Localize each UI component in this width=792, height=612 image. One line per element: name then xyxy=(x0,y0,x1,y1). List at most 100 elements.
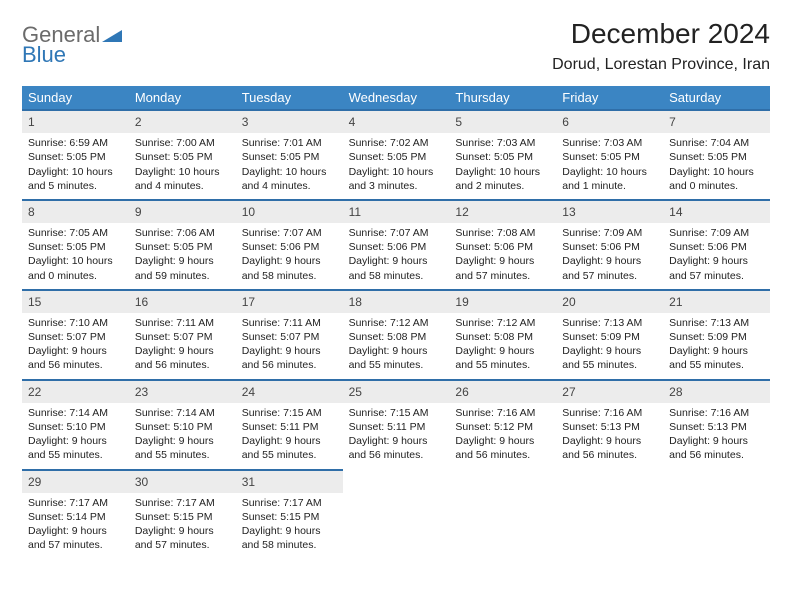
calendar-cell xyxy=(343,469,450,559)
calendar: SundayMondayTuesdayWednesdayThursdayFrid… xyxy=(22,86,770,558)
date-number: 12 xyxy=(449,199,556,223)
sunrise-line: Sunrise: 7:15 AM xyxy=(349,406,444,420)
cell-body: Sunrise: 7:16 AMSunset: 5:13 PMDaylight:… xyxy=(663,403,770,469)
sunset-line: Sunset: 5:07 PM xyxy=(242,330,337,344)
cell-body: Sunrise: 7:15 AMSunset: 5:11 PMDaylight:… xyxy=(343,403,450,469)
day-header: Wednesday xyxy=(343,86,450,109)
date-number: 27 xyxy=(556,379,663,403)
logo-word-2: Blue xyxy=(22,42,66,67)
cell-body: Sunrise: 7:11 AMSunset: 5:07 PMDaylight:… xyxy=(129,313,236,379)
daylight-line: Daylight: 10 hours and 4 minutes. xyxy=(135,165,230,193)
calendar-cell: 3Sunrise: 7:01 AMSunset: 5:05 PMDaylight… xyxy=(236,109,343,199)
sunset-line: Sunset: 5:12 PM xyxy=(455,420,550,434)
daylight-line: Daylight: 9 hours and 56 minutes. xyxy=(135,344,230,372)
daylight-line: Daylight: 9 hours and 58 minutes. xyxy=(242,524,337,552)
calendar-week: 1Sunrise: 6:59 AMSunset: 5:05 PMDaylight… xyxy=(22,109,770,199)
sunrise-line: Sunrise: 7:13 AM xyxy=(669,316,764,330)
sunrise-line: Sunrise: 7:01 AM xyxy=(242,136,337,150)
logo: General Blue xyxy=(22,18,122,66)
daylight-line: Daylight: 9 hours and 57 minutes. xyxy=(28,524,123,552)
sunrise-line: Sunrise: 7:17 AM xyxy=(28,496,123,510)
cell-body: Sunrise: 7:09 AMSunset: 5:06 PMDaylight:… xyxy=(556,223,663,289)
sunset-line: Sunset: 5:06 PM xyxy=(242,240,337,254)
day-headers-row: SundayMondayTuesdayWednesdayThursdayFrid… xyxy=(22,86,770,109)
date-number: 2 xyxy=(129,109,236,133)
logo-triangle-icon xyxy=(102,24,122,46)
cell-body: Sunrise: 7:07 AMSunset: 5:06 PMDaylight:… xyxy=(343,223,450,289)
daylight-line: Daylight: 9 hours and 58 minutes. xyxy=(349,254,444,282)
daylight-line: Daylight: 9 hours and 55 minutes. xyxy=(669,344,764,372)
cell-body: Sunrise: 7:12 AMSunset: 5:08 PMDaylight:… xyxy=(343,313,450,379)
sunrise-line: Sunrise: 7:07 AM xyxy=(349,226,444,240)
date-number: 31 xyxy=(236,469,343,493)
sunset-line: Sunset: 5:05 PM xyxy=(669,150,764,164)
sunrise-line: Sunrise: 7:14 AM xyxy=(28,406,123,420)
cell-body: Sunrise: 7:17 AMSunset: 5:15 PMDaylight:… xyxy=(129,493,236,559)
cell-body: Sunrise: 7:10 AMSunset: 5:07 PMDaylight:… xyxy=(22,313,129,379)
date-number: 4 xyxy=(343,109,450,133)
day-header: Thursday xyxy=(449,86,556,109)
daylight-line: Daylight: 9 hours and 55 minutes. xyxy=(28,434,123,462)
sunrise-line: Sunrise: 7:17 AM xyxy=(242,496,337,510)
daylight-line: Daylight: 9 hours and 55 minutes. xyxy=(562,344,657,372)
date-number: 1 xyxy=(22,109,129,133)
day-header: Saturday xyxy=(663,86,770,109)
calendar-cell: 11Sunrise: 7:07 AMSunset: 5:06 PMDayligh… xyxy=(343,199,450,289)
calendar-cell: 23Sunrise: 7:14 AMSunset: 5:10 PMDayligh… xyxy=(129,379,236,469)
cell-body: Sunrise: 7:15 AMSunset: 5:11 PMDaylight:… xyxy=(236,403,343,469)
calendar-cell: 10Sunrise: 7:07 AMSunset: 5:06 PMDayligh… xyxy=(236,199,343,289)
sunset-line: Sunset: 5:05 PM xyxy=(455,150,550,164)
daylight-line: Daylight: 10 hours and 5 minutes. xyxy=(28,165,123,193)
calendar-cell: 8Sunrise: 7:05 AMSunset: 5:05 PMDaylight… xyxy=(22,199,129,289)
cell-body: Sunrise: 7:05 AMSunset: 5:05 PMDaylight:… xyxy=(22,223,129,289)
date-number: 15 xyxy=(22,289,129,313)
daylight-line: Daylight: 10 hours and 3 minutes. xyxy=(349,165,444,193)
daylight-line: Daylight: 10 hours and 4 minutes. xyxy=(242,165,337,193)
calendar-cell: 19Sunrise: 7:12 AMSunset: 5:08 PMDayligh… xyxy=(449,289,556,379)
calendar-cell: 9Sunrise: 7:06 AMSunset: 5:05 PMDaylight… xyxy=(129,199,236,289)
date-number: 28 xyxy=(663,379,770,403)
cell-body: Sunrise: 7:08 AMSunset: 5:06 PMDaylight:… xyxy=(449,223,556,289)
calendar-cell: 17Sunrise: 7:11 AMSunset: 5:07 PMDayligh… xyxy=(236,289,343,379)
date-number: 9 xyxy=(129,199,236,223)
sunset-line: Sunset: 5:10 PM xyxy=(28,420,123,434)
cell-body: Sunrise: 7:01 AMSunset: 5:05 PMDaylight:… xyxy=(236,133,343,199)
weeks-container: 1Sunrise: 6:59 AMSunset: 5:05 PMDaylight… xyxy=(22,109,770,558)
date-number: 24 xyxy=(236,379,343,403)
cell-body: Sunrise: 7:02 AMSunset: 5:05 PMDaylight:… xyxy=(343,133,450,199)
sunrise-line: Sunrise: 7:14 AM xyxy=(135,406,230,420)
daylight-line: Daylight: 9 hours and 56 minutes. xyxy=(349,434,444,462)
day-header: Tuesday xyxy=(236,86,343,109)
calendar-cell: 27Sunrise: 7:16 AMSunset: 5:13 PMDayligh… xyxy=(556,379,663,469)
sunset-line: Sunset: 5:15 PM xyxy=(242,510,337,524)
daylight-line: Daylight: 9 hours and 55 minutes. xyxy=(242,434,337,462)
date-number: 26 xyxy=(449,379,556,403)
sunrise-line: Sunrise: 7:00 AM xyxy=(135,136,230,150)
daylight-line: Daylight: 9 hours and 55 minutes. xyxy=(135,434,230,462)
sunrise-line: Sunrise: 7:10 AM xyxy=(28,316,123,330)
calendar-cell: 20Sunrise: 7:13 AMSunset: 5:09 PMDayligh… xyxy=(556,289,663,379)
calendar-cell: 31 Sunrise: 7:17 AMSunset: 5:15 PMDayligh… xyxy=(236,469,343,559)
calendar-cell: 28Sunrise: 7:16 AMSunset: 5:13 PMDayligh… xyxy=(663,379,770,469)
daylight-line: Daylight: 9 hours and 55 minutes. xyxy=(349,344,444,372)
daylight-line: Daylight: 10 hours and 1 minute. xyxy=(562,165,657,193)
calendar-cell: 24Sunrise: 7:15 AMSunset: 5:11 PMDayligh… xyxy=(236,379,343,469)
daylight-line: Daylight: 9 hours and 57 minutes. xyxy=(455,254,550,282)
date-number: 5 xyxy=(449,109,556,133)
cell-body: Sunrise: 7:00 AMSunset: 5:05 PMDaylight:… xyxy=(129,133,236,199)
cell-body: Sunrise: 7:16 AMSunset: 5:12 PMDaylight:… xyxy=(449,403,556,469)
cell-body: Sunrise: 7:07 AMSunset: 5:06 PMDaylight:… xyxy=(236,223,343,289)
day-header: Sunday xyxy=(22,86,129,109)
calendar-cell xyxy=(449,469,556,559)
calendar-cell: 22Sunrise: 7:14 AMSunset: 5:10 PMDayligh… xyxy=(22,379,129,469)
calendar-cell: 1Sunrise: 6:59 AMSunset: 5:05 PMDaylight… xyxy=(22,109,129,199)
sunrise-line: Sunrise: 7:09 AM xyxy=(562,226,657,240)
daylight-line: Daylight: 9 hours and 57 minutes. xyxy=(135,524,230,552)
calendar-cell: 13Sunrise: 7:09 AMSunset: 5:06 PMDayligh… xyxy=(556,199,663,289)
cell-body: Sunrise: 7:06 AMSunset: 5:05 PMDaylight:… xyxy=(129,223,236,289)
daylight-line: Daylight: 9 hours and 56 minutes. xyxy=(669,434,764,462)
sunset-line: Sunset: 5:13 PM xyxy=(562,420,657,434)
sunset-line: Sunset: 5:06 PM xyxy=(349,240,444,254)
sunset-line: Sunset: 5:06 PM xyxy=(562,240,657,254)
day-header: Monday xyxy=(129,86,236,109)
